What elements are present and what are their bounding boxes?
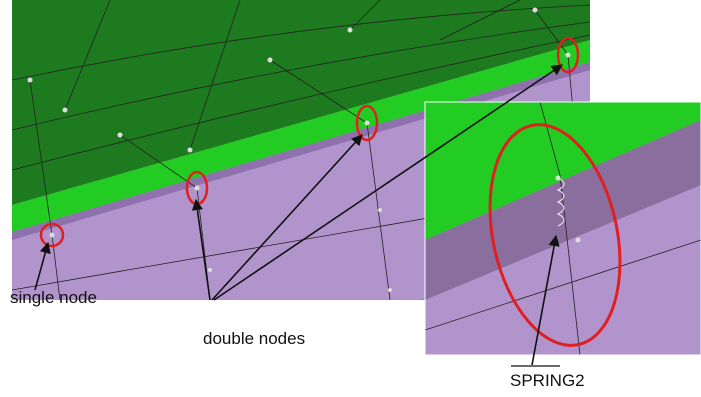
spring-label: SPRING2	[510, 371, 585, 390]
inset-view	[425, 102, 701, 357]
page: single node double nodes SPRING2 (() => …	[0, 0, 701, 392]
double-nodes-label: double nodes	[203, 329, 305, 348]
single-node-label: single node	[10, 288, 97, 307]
figure: single node double nodes SPRING2	[0, 0, 701, 392]
